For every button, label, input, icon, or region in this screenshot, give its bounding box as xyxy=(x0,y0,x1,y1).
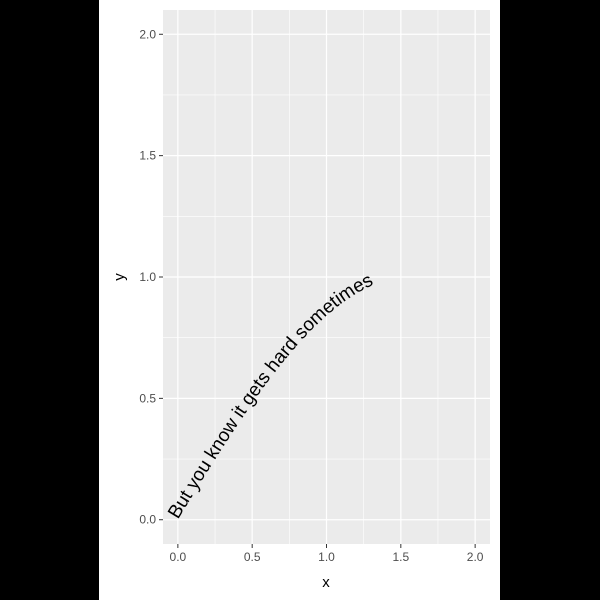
x-tick-label: 0.5 xyxy=(244,550,261,564)
x-tick-label: 1.0 xyxy=(318,550,335,564)
y-axis-label: y xyxy=(111,273,128,281)
y-tick-label: 0.0 xyxy=(139,513,156,527)
y-tick-label: 1.0 xyxy=(139,270,156,284)
y-tick-label: 0.5 xyxy=(139,391,156,405)
x-tick-label: 0.0 xyxy=(170,550,187,564)
y-tick-label: 2.0 xyxy=(139,27,156,41)
major-gridlines xyxy=(163,10,490,544)
x-tick-label: 2.0 xyxy=(467,550,484,564)
x-axis-label: x xyxy=(322,574,330,591)
x-tick-label: 1.5 xyxy=(392,550,409,564)
y-axis-ticks: 0.0 0.5 1.0 1.5 2.0 xyxy=(139,27,163,527)
x-axis-ticks: 0.0 0.5 1.0 1.5 2.0 xyxy=(170,544,484,564)
y-tick-label: 1.5 xyxy=(139,149,156,163)
